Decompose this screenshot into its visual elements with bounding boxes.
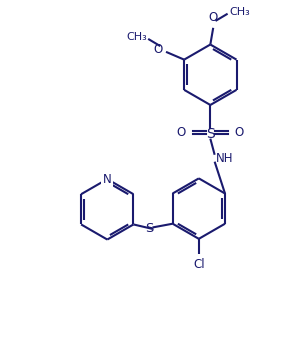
Text: CH₃: CH₃	[229, 7, 250, 17]
Text: CH₃: CH₃	[126, 32, 147, 42]
Text: N: N	[103, 173, 112, 186]
Text: NH: NH	[216, 152, 234, 165]
Text: S: S	[206, 127, 215, 141]
Text: O: O	[177, 126, 186, 139]
Text: O: O	[208, 11, 218, 24]
Text: S: S	[145, 223, 153, 236]
Text: O: O	[235, 126, 244, 139]
Text: Cl: Cl	[193, 258, 205, 271]
Text: O: O	[153, 43, 163, 56]
